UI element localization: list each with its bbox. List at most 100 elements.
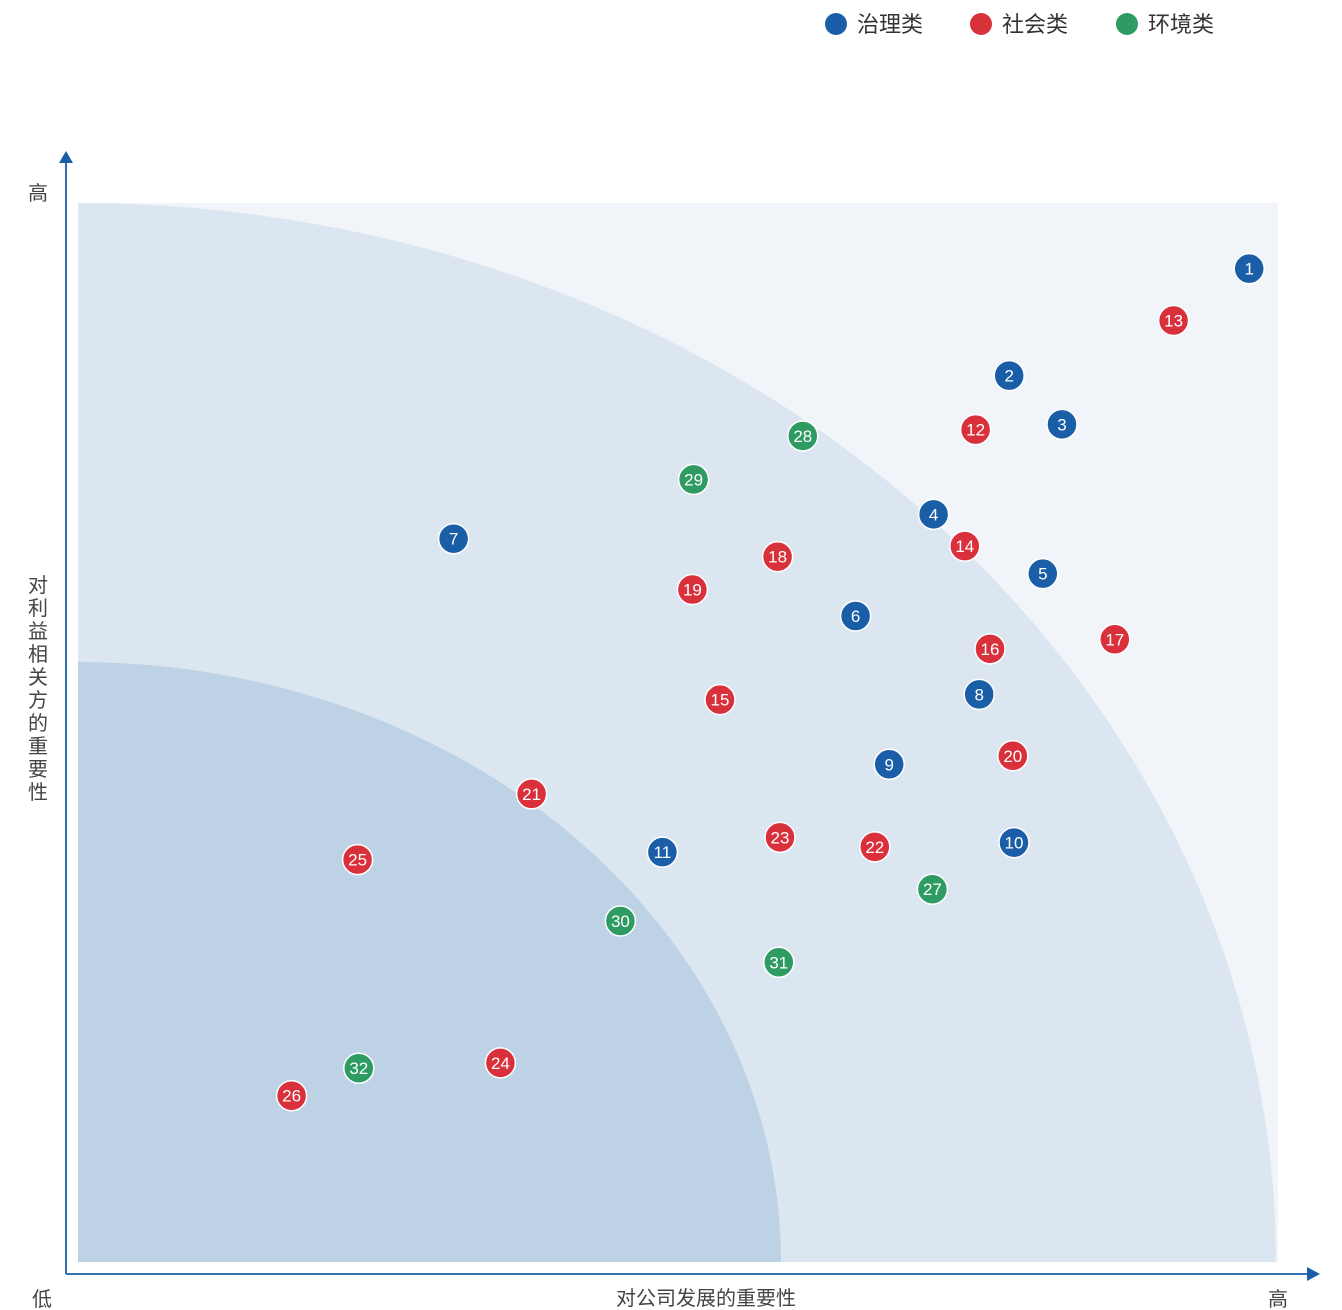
data-point-label: 21 — [522, 785, 541, 804]
data-point-label: 2 — [1004, 367, 1013, 386]
data-point: 16 — [974, 633, 1006, 665]
data-point-marker — [1046, 408, 1078, 441]
data-point-marker — [764, 821, 796, 854]
data-point-label: 5 — [1038, 565, 1047, 584]
data-point-marker — [949, 530, 981, 562]
data-point-label: 22 — [865, 838, 884, 857]
data-point-marker — [917, 498, 950, 531]
data-point-marker — [676, 573, 709, 606]
legend-label: 社会类 — [1002, 13, 1068, 38]
y-axis-title-char: 重 — [28, 734, 48, 758]
data-point: 29 — [677, 463, 710, 496]
data-point: 20 — [997, 740, 1029, 772]
data-point-marker — [437, 522, 470, 555]
data-point: 28 — [787, 420, 819, 452]
y-axis-title-char: 益 — [28, 619, 48, 643]
data-point-marker — [515, 778, 548, 810]
data-point: 7 — [437, 522, 470, 555]
data-points: 1234567891011121314151617181920212223242… — [275, 252, 1265, 1112]
y-axis-title-char: 对 — [28, 573, 48, 597]
legend: 治理类 社会类 环境类 — [825, 13, 1214, 38]
y-axis-high-label: 高 — [28, 181, 48, 205]
data-point: 2 — [993, 359, 1025, 392]
data-point: 27 — [916, 873, 949, 905]
data-point-label: 6 — [851, 607, 860, 626]
data-point-label: 9 — [884, 755, 893, 774]
data-point: 24 — [484, 1047, 517, 1079]
data-point-marker — [275, 1079, 308, 1112]
x-axis-low-label: 低 — [32, 1287, 52, 1310]
data-point: 17 — [1099, 623, 1131, 656]
data-point-marker — [916, 873, 949, 905]
data-point-marker — [1233, 252, 1265, 285]
legend-marker — [970, 13, 992, 35]
y-axis-arrow — [59, 151, 73, 163]
data-point-label: 25 — [348, 851, 367, 870]
data-point-marker — [763, 946, 795, 979]
data-point: 19 — [676, 573, 709, 606]
y-axis-title-char: 关 — [28, 665, 48, 689]
data-point-label: 1 — [1244, 260, 1253, 279]
data-point-marker — [859, 831, 891, 863]
data-point: 23 — [764, 821, 796, 854]
data-point-label: 24 — [491, 1054, 510, 1073]
data-point: 15 — [704, 683, 736, 716]
data-point-label: 12 — [966, 421, 985, 440]
data-point-marker — [974, 633, 1006, 665]
y-axis-title-char: 方 — [28, 688, 48, 712]
data-point: 9 — [873, 748, 905, 781]
data-point-marker — [761, 540, 794, 573]
low-priority-zone — [78, 662, 781, 1262]
data-point: 12 — [959, 413, 992, 446]
data-point: 26 — [275, 1079, 308, 1112]
data-point-label: 31 — [769, 953, 788, 972]
data-point-label: 29 — [684, 470, 703, 489]
data-point-label: 16 — [981, 640, 1000, 659]
data-point-label: 20 — [1003, 747, 1022, 766]
x-axis-high-label: 高 — [1268, 1287, 1288, 1310]
data-point: 14 — [949, 530, 981, 562]
data-point-label: 11 — [654, 843, 672, 862]
data-point-marker — [839, 600, 872, 632]
data-point-label: 7 — [449, 530, 458, 549]
legend-item: 社会类 — [970, 13, 1068, 38]
x-axis-title: 对公司发展的重要性 — [616, 1286, 796, 1310]
data-point-label: 27 — [923, 880, 942, 899]
data-point: 13 — [1157, 304, 1190, 337]
data-point-marker — [997, 740, 1029, 772]
data-point: 3 — [1046, 408, 1078, 441]
data-point-label: 8 — [974, 685, 983, 704]
data-point-marker — [993, 359, 1025, 392]
data-point-marker — [959, 413, 992, 446]
data-point: 10 — [998, 826, 1030, 859]
data-point: 21 — [515, 778, 548, 810]
data-point: 22 — [859, 831, 891, 863]
data-point-marker — [963, 678, 995, 711]
data-point-label: 28 — [793, 427, 812, 446]
legend-label: 治理类 — [857, 13, 923, 38]
data-point-label: 17 — [1105, 630, 1124, 649]
legend-marker — [1116, 13, 1138, 35]
data-point-label: 15 — [711, 691, 730, 710]
data-point: 6 — [839, 600, 872, 632]
data-point-label: 10 — [1005, 834, 1024, 853]
data-point-marker — [604, 905, 637, 937]
legend-item: 治理类 — [825, 13, 923, 38]
data-point: 8 — [963, 678, 995, 711]
data-point-marker — [704, 683, 736, 716]
data-point: 18 — [761, 540, 794, 573]
data-point-label: 14 — [955, 537, 974, 556]
data-point: 31 — [763, 946, 795, 979]
data-point: 5 — [1027, 557, 1059, 590]
legend-label: 环境类 — [1148, 13, 1214, 38]
data-point-label: 32 — [349, 1059, 368, 1078]
data-point-label: 13 — [1164, 312, 1183, 331]
x-axis-arrow — [1307, 1267, 1320, 1281]
data-point-marker — [484, 1047, 517, 1079]
data-point: 32 — [343, 1052, 375, 1084]
data-point: 11 — [646, 836, 679, 868]
data-point-label: 3 — [1057, 415, 1066, 434]
data-point: 4 — [917, 498, 950, 531]
